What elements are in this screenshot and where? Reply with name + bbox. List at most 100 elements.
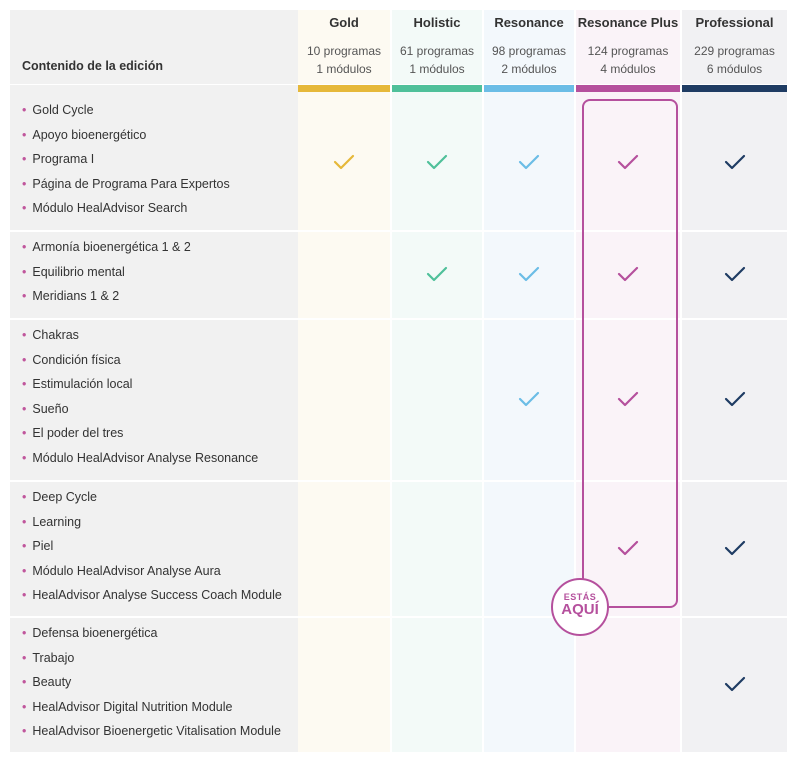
check-icon — [724, 390, 746, 408]
badge-line1: ESTÁS — [563, 592, 597, 602]
bullet-icon: • — [22, 626, 27, 640]
feature-label: Defensa bioenergética — [32, 626, 158, 640]
module-count: 6 módulos — [706, 62, 763, 76]
feature-label: HealAdvisor Digital Nutrition Module — [32, 699, 233, 714]
bullet-icon: • — [22, 240, 27, 254]
edition-name: Resonance — [494, 15, 564, 30]
column-holistic — [392, 10, 482, 752]
feature-item: • Chakras — [22, 328, 79, 342]
feature-item: • HealAdvisor Analyse Success Coach Modul… — [22, 588, 282, 602]
feature-item: • Equilibrio mental — [22, 265, 125, 279]
feature-label: Meridians 1 & 2 — [32, 289, 120, 303]
feature-item: • Apoyo bioenergético — [22, 128, 146, 142]
bullet-icon: • — [22, 450, 27, 465]
feature-label: Módulo HealAdvisor Analyse Resonance — [32, 450, 259, 465]
feature-label: Programa I — [32, 152, 95, 166]
bullet-icon: • — [22, 201, 27, 215]
header-gold: Gold 10 programas 1 módulos — [298, 10, 390, 84]
feature-item: • Programa I — [22, 152, 94, 166]
check-icon — [426, 265, 448, 283]
feature-item: • Deep Cycle — [22, 490, 97, 504]
check-icon — [426, 153, 448, 171]
feature-label: HealAdvisor Bioenergetic Vitalisation Mo… — [32, 724, 281, 738]
feature-item: • Módulo HealAdvisor Analyse Resonance — [22, 451, 258, 465]
feature-item: • Gold Cycle — [22, 103, 94, 117]
bullet-icon: • — [22, 490, 27, 504]
you-are-here-badge: ESTÁS AQUÍ — [551, 578, 609, 636]
group-separator — [10, 480, 789, 482]
edition-name: Gold — [329, 15, 359, 30]
header-divider — [10, 84, 789, 85]
group-separator — [10, 616, 789, 618]
group-separator — [10, 230, 789, 232]
group-separator — [10, 318, 789, 320]
check-icon — [617, 539, 639, 557]
check-icon — [724, 153, 746, 171]
module-count: 4 módulos — [600, 62, 656, 76]
feature-label: Gold Cycle — [32, 103, 94, 117]
bullet-icon: • — [22, 514, 27, 529]
bullet-icon: • — [22, 152, 27, 166]
feature-item: • Trabajo — [22, 651, 74, 665]
feature-label: Módulo HealAdvisor Search — [32, 201, 188, 215]
header-resonance: Resonance 98 programas 2 módulos — [484, 10, 574, 84]
feature-label: Chakras — [32, 328, 79, 342]
bullet-icon: • — [22, 675, 27, 689]
column-professional — [682, 10, 787, 752]
edition-name: Resonance Plus — [577, 15, 679, 30]
color-bar-holistic — [392, 85, 482, 92]
bullet-icon: • — [22, 699, 27, 714]
check-icon — [518, 265, 540, 283]
bullet-icon: • — [22, 426, 27, 440]
feature-item: • Condición física — [22, 353, 121, 367]
feature-item: • Beauty — [22, 675, 71, 689]
program-count: 229 programas — [694, 44, 775, 58]
edition-name: Professional — [695, 15, 774, 30]
feature-label: Piel — [32, 539, 54, 553]
column-resonance — [484, 10, 574, 752]
color-bar-gold — [298, 85, 390, 92]
feature-label: Equilibrio mental — [32, 264, 125, 279]
feature-label: Página de Programa Para Expertos — [32, 176, 230, 191]
program-count: 61 programas — [399, 44, 475, 58]
feature-item: • Módulo HealAdvisor Search — [22, 201, 187, 215]
feature-label: Deep Cycle — [32, 490, 98, 504]
feature-label: Learning — [32, 514, 82, 529]
check-icon — [617, 265, 639, 283]
program-count: 10 programas — [306, 44, 382, 58]
feature-item: • Defensa bioenergética — [22, 626, 157, 640]
feature-item: • El poder del tres — [22, 426, 123, 440]
bullet-icon: • — [22, 264, 27, 279]
program-count: 124 programas — [587, 44, 669, 58]
bullet-icon: • — [22, 539, 27, 553]
feature-item: • Learning — [22, 515, 81, 529]
feature-column — [10, 10, 298, 752]
feature-item: • HealAdvisor Bioenergetic Vitalisation M… — [22, 724, 281, 738]
feature-label: Condición física — [32, 352, 121, 367]
bullet-icon: • — [22, 377, 27, 391]
color-bar-resonance — [484, 85, 574, 92]
check-icon — [518, 390, 540, 408]
bullet-icon: • — [22, 289, 27, 303]
bullet-icon: • — [22, 127, 27, 142]
feature-label: HealAdvisor Analyse Success Coach Module — [32, 588, 282, 602]
header-resonance-plus: Resonance Plus 124 programas 4 módulos — [576, 10, 680, 84]
bullet-icon: • — [22, 588, 27, 602]
check-icon — [724, 539, 746, 557]
header-holistic: Holistic 61 programas 1 módulos — [392, 10, 482, 84]
feature-item: • Armonía bioenergética 1 & 2 — [22, 240, 191, 254]
bullet-icon: • — [22, 103, 27, 117]
feature-item: • HealAdvisor Digital Nutrition Module — [22, 700, 232, 714]
feature-label: Módulo HealAdvisor Analyse Aura — [32, 563, 221, 578]
current-edition-highlight — [582, 99, 678, 608]
feature-item: • Estimulación local — [22, 377, 132, 391]
check-icon — [333, 153, 355, 171]
check-icon — [724, 265, 746, 283]
bullet-icon: • — [22, 352, 27, 367]
feature-item: • Meridians 1 & 2 — [22, 289, 119, 303]
badge-line2: AQUÍ — [561, 601, 599, 618]
feature-item: • Página de Programa Para Expertos — [22, 177, 230, 191]
feature-label: Sueño — [32, 401, 69, 416]
bullet-icon: • — [22, 176, 27, 191]
content-label: Contenido de la edición — [22, 59, 163, 73]
